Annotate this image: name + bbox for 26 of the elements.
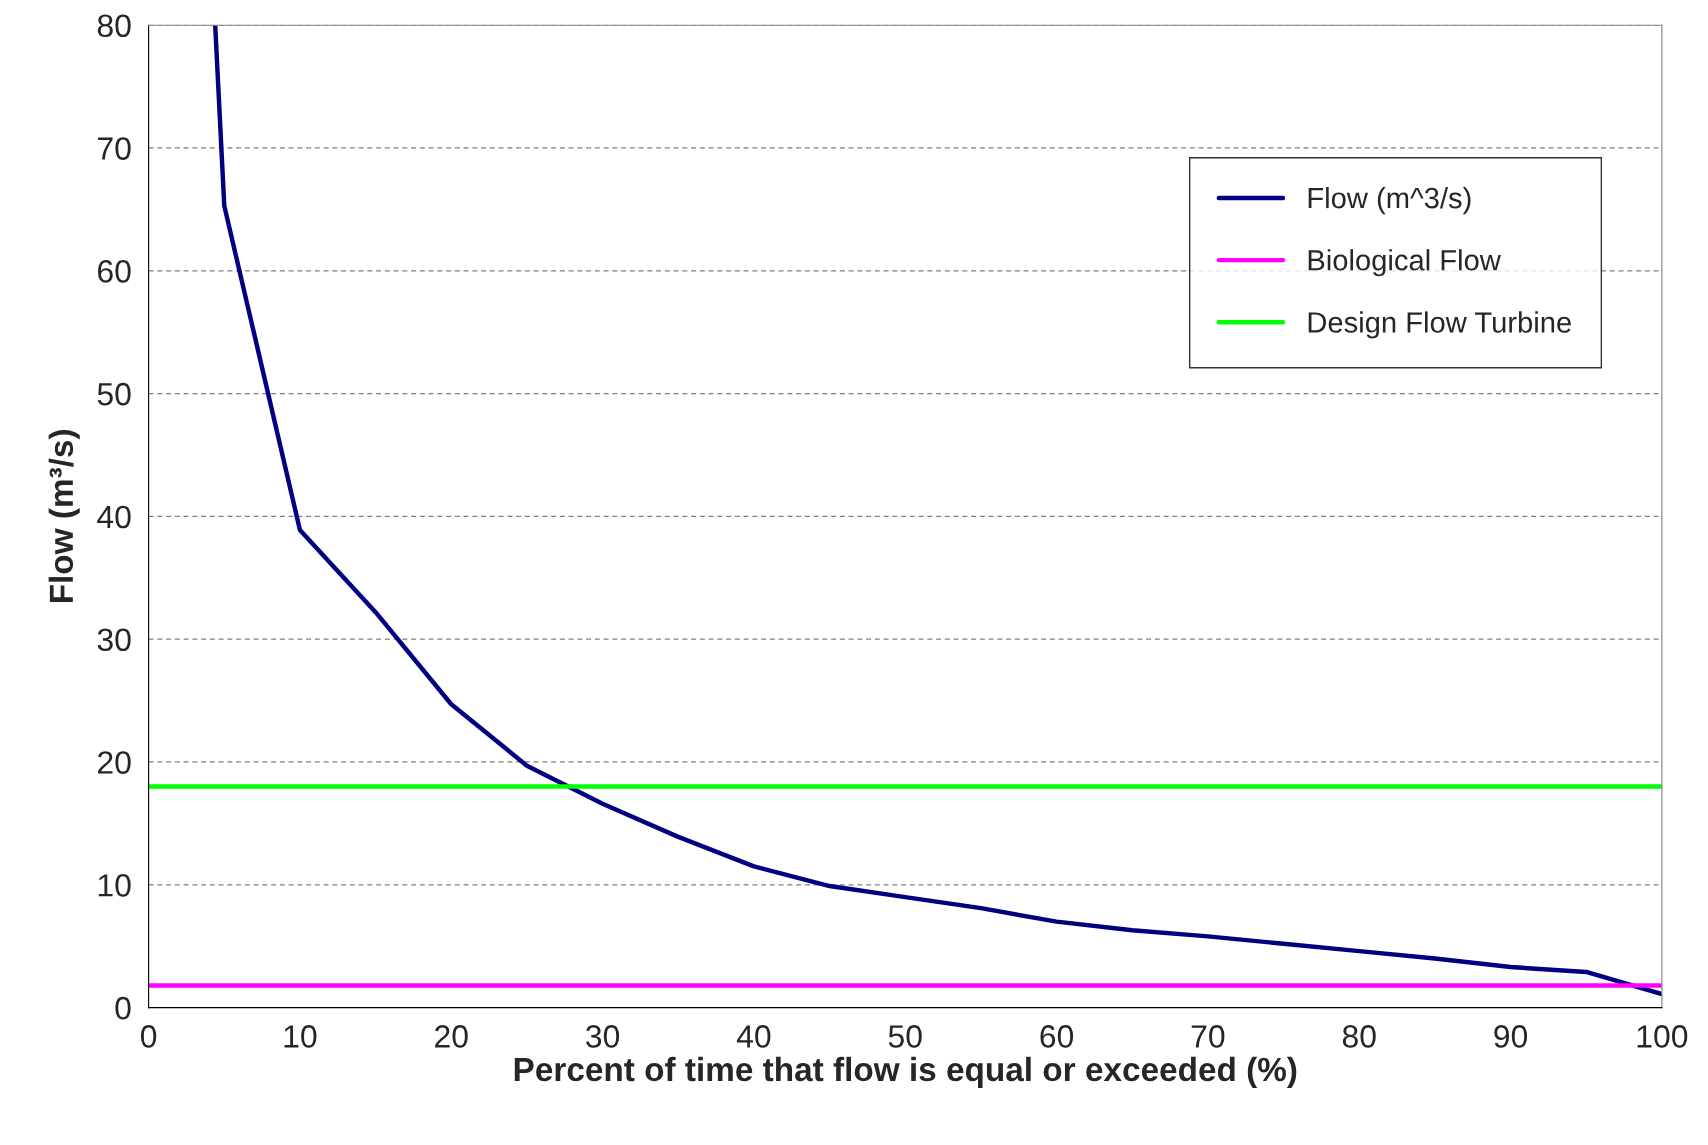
- x-tick-label: 100: [1637, 1025, 1688, 1048]
- x-axis-title: Percent of time that flow is equal or exceeded (%): [514, 1056, 1297, 1088]
- x-tick-label: 50: [888, 1025, 922, 1048]
- x-tick-label: 40: [736, 1025, 771, 1048]
- y-tick-label: 10: [98, 874, 131, 897]
- y-tick-label: 70: [98, 137, 131, 160]
- y-tick-label: 80: [97, 14, 131, 38]
- x-tick-label: 0: [140, 1025, 157, 1048]
- x-tick-label: 70: [1191, 1025, 1225, 1048]
- y-axis-title: Flow (m³/s): [48, 430, 80, 603]
- x-tick-label: 20: [435, 1025, 468, 1048]
- line-series: [212, 25, 1662, 997]
- x-tick-label: 90: [1494, 1025, 1528, 1048]
- y-tick-label: 30: [97, 628, 131, 652]
- x-tick-label: 80: [1342, 1025, 1376, 1048]
- legend-label: Design Flow Turbine: [1308, 311, 1571, 339]
- x-tick-label: 60: [1040, 1025, 1074, 1048]
- legend-label: Flow (m^3/s): [1308, 186, 1471, 215]
- x-tick-label: 10: [284, 1025, 317, 1048]
- y-tick-label: 0: [115, 996, 131, 1020]
- y-tick-label: 40: [97, 505, 131, 529]
- y-tick-label: 50: [97, 382, 131, 406]
- legend-label: Biological Flow: [1308, 249, 1501, 277]
- x-tick-label: 30: [586, 1025, 620, 1048]
- y-tick-label: 20: [98, 751, 131, 774]
- y-tick-label: 60: [98, 260, 131, 283]
